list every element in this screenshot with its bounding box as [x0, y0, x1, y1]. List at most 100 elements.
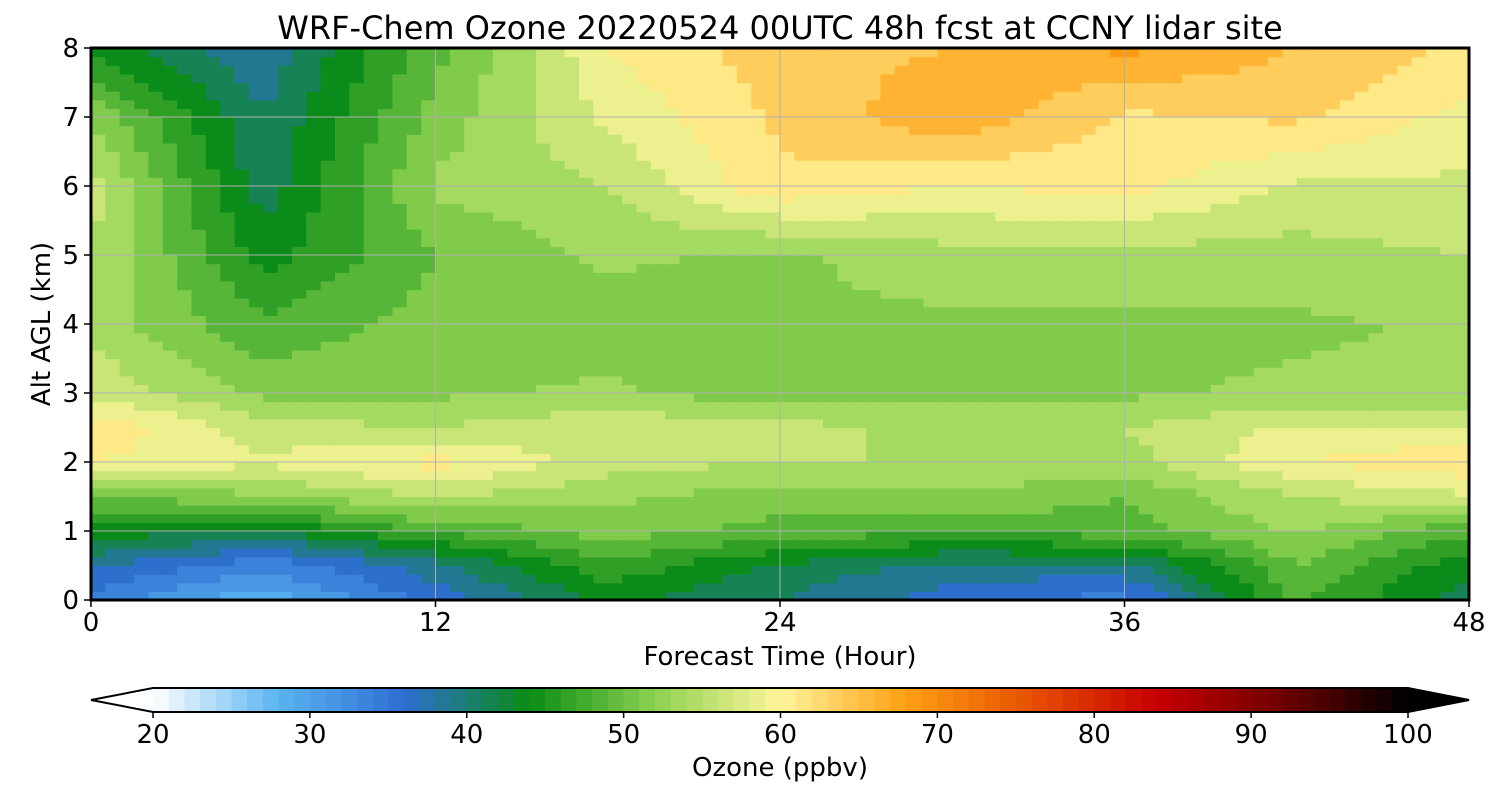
heatmap-cell [650, 401, 666, 411]
heatmap-cell [693, 367, 709, 377]
heatmap-cell [435, 186, 451, 196]
heatmap-cell [880, 280, 896, 291]
heatmap-cell [708, 194, 724, 204]
heatmap-cell [1210, 539, 1226, 549]
heatmap-cell [378, 280, 394, 291]
heatmap-cell [851, 505, 867, 515]
heatmap-cell [923, 444, 939, 454]
heatmap-cell [421, 367, 437, 377]
heatmap-cell [550, 280, 566, 291]
heatmap-cell [1038, 211, 1054, 222]
heatmap-cell [291, 332, 307, 342]
heatmap-cell [952, 565, 968, 575]
heatmap-cell [248, 315, 264, 325]
heatmap-cell [248, 574, 264, 584]
heatmap-cell [693, 177, 709, 187]
heatmap-cell [607, 177, 623, 187]
heatmap-cell [909, 418, 925, 429]
heatmap-cell [191, 203, 207, 213]
heatmap-cell [650, 332, 666, 342]
heatmap-cell [507, 151, 523, 161]
heatmap-cell [794, 556, 810, 567]
heatmap-cell [1210, 177, 1226, 187]
heatmap-cell [521, 556, 537, 567]
heatmap-cell [349, 255, 365, 265]
heatmap-cell [980, 332, 996, 342]
heatmap-cell [679, 453, 695, 463]
heatmap-cell [507, 255, 523, 265]
heatmap-cell [894, 255, 910, 265]
heatmap-cell [1425, 367, 1441, 377]
heatmap-cell [1268, 453, 1283, 463]
heatmap-cell [191, 513, 207, 523]
heatmap-cell [406, 263, 422, 273]
heatmap-cell [406, 505, 422, 515]
heatmap-cell [866, 531, 882, 541]
heatmap-cell [1224, 186, 1240, 196]
heatmap-cell [1067, 548, 1083, 558]
heatmap-cell [1239, 470, 1255, 480]
heatmap-cell [823, 332, 839, 342]
heatmap-cell [1138, 211, 1154, 222]
heatmap-cell [507, 548, 523, 558]
heatmap-cell [1425, 280, 1441, 291]
heatmap-cell [119, 168, 135, 178]
heatmap-cell [335, 358, 350, 368]
heatmap-cell [91, 220, 106, 230]
heatmap-cell [765, 263, 781, 273]
heatmap-cell [277, 177, 293, 187]
heatmap-cell [1138, 487, 1154, 498]
heatmap-cell [679, 306, 695, 316]
heatmap-cell [134, 177, 150, 187]
heatmap-cell [435, 315, 451, 325]
heatmap-cell [1038, 332, 1054, 342]
heatmap-cell [1167, 444, 1183, 454]
heatmap-cell [1368, 375, 1384, 385]
heatmap-cell [263, 168, 279, 178]
heatmap-cell [91, 444, 106, 454]
heatmap-cell [966, 401, 982, 411]
heatmap-cell [119, 574, 135, 584]
heatmap-cell [1052, 470, 1068, 480]
heatmap-cell [119, 505, 135, 515]
heatmap-cell [162, 341, 178, 351]
heatmap-cell [1196, 160, 1212, 170]
heatmap-cell [1067, 186, 1083, 196]
heatmap-cell [91, 470, 106, 480]
heatmap-cell [478, 177, 494, 187]
heatmap-cell [765, 496, 781, 506]
heatmap-cell [320, 367, 336, 377]
heatmap-cell [1339, 280, 1355, 291]
heatmap-cell [1311, 263, 1327, 273]
heatmap-cell [952, 522, 968, 532]
heatmap-cell [492, 496, 508, 506]
heatmap-cell [837, 591, 853, 600]
heatmap-cell [291, 306, 307, 316]
heatmap-cell [1095, 263, 1111, 273]
heatmap-cell [937, 298, 953, 308]
heatmap-cell [665, 332, 681, 342]
heatmap-cell [148, 332, 164, 342]
heatmap-cell [134, 505, 150, 515]
heatmap-cell [220, 393, 236, 403]
heatmap-cell [622, 367, 638, 377]
heatmap-cell [736, 393, 752, 403]
heatmap-cell [722, 436, 738, 446]
heatmap-cell [91, 358, 106, 368]
heatmap-cell [277, 237, 293, 247]
heatmap-cell [1024, 444, 1039, 454]
heatmap-cell [421, 324, 437, 334]
heatmap-cell [1009, 375, 1025, 385]
heatmap-cell [1181, 358, 1197, 368]
heatmap-cell [320, 151, 336, 161]
heatmap-cell [1296, 384, 1312, 394]
heatmap-cell [1138, 582, 1154, 592]
heatmap-cell [277, 531, 293, 541]
heatmap-cell [564, 487, 580, 498]
heatmap-cell [91, 539, 106, 549]
heatmap-cell [1038, 220, 1054, 230]
heatmap-cell [1268, 315, 1283, 325]
heatmap-cell [1024, 531, 1039, 541]
heatmap-cell [1052, 272, 1068, 282]
heatmap-cell [579, 186, 594, 196]
